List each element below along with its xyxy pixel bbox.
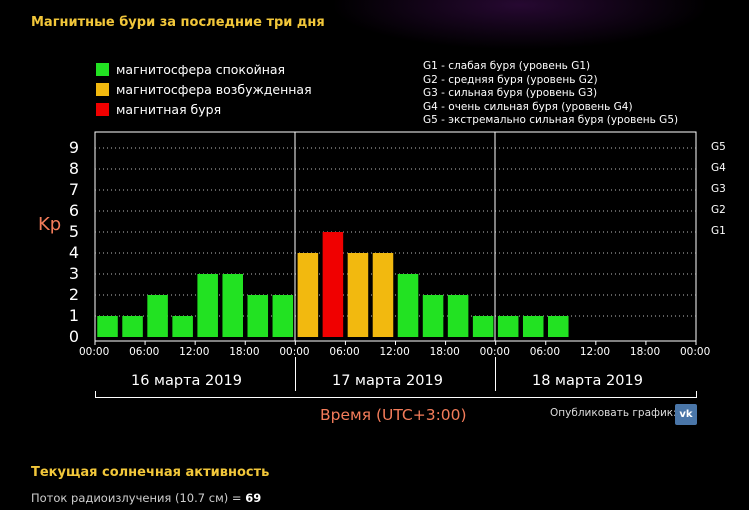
bar-10	[347, 253, 369, 337]
bar-17	[522, 316, 544, 337]
g-legend-g1: G1 - слабая буря (уровень G1)	[423, 60, 591, 72]
x-tick-11: 18:00	[629, 346, 661, 358]
y-tick-9: 9	[68, 138, 80, 157]
day-label-2: 17 марта 2019	[332, 373, 443, 389]
y-tick-0: 0	[68, 327, 80, 346]
g-tick-G5: G5	[711, 141, 726, 153]
page-title: Магнитные бури за последние три дня	[31, 15, 325, 30]
y-tick-6: 6	[68, 201, 80, 220]
legend-label-quiet: магнитосфера спокойная	[116, 62, 286, 77]
x-tick-7: 18:00	[429, 346, 460, 358]
y-tick-2: 2	[68, 285, 80, 304]
y-tick-4: 4	[68, 243, 80, 262]
bar-15	[472, 316, 494, 337]
legend-swatch-excited	[96, 83, 109, 96]
x-axis-label: Время (UTC+3:00)	[320, 406, 467, 424]
plot-frame	[94, 131, 697, 342]
x-tick-10: 12:00	[579, 346, 611, 358]
bar-5	[222, 274, 243, 337]
legend-label-excited: магнитосфера возбужденная	[116, 82, 312, 97]
x-tick-4: 00:00	[279, 346, 310, 358]
radio-flux-value: 69	[245, 491, 262, 505]
y-tick-7: 7	[68, 180, 80, 199]
g-legend-g4: G4 - очень сильная буря (уровень G4)	[423, 100, 633, 113]
g-legend-g2: G2 - средняя буря (уровень G2)	[423, 73, 598, 86]
y-tick-3: 3	[68, 264, 80, 283]
x-tick-6: 12:00	[379, 346, 410, 358]
x-tick-9: 06:00	[529, 346, 561, 358]
bar-13	[422, 295, 444, 337]
bar-7	[272, 295, 294, 337]
g-tick-G3: G3	[711, 183, 726, 195]
background-glow	[330, 0, 710, 50]
bar-18	[548, 316, 569, 337]
g-tick-G4: G4	[711, 162, 726, 174]
publish-label: Опубликовать график:	[550, 407, 677, 419]
legend-item-quiet: магнитосфера спокойная	[96, 62, 285, 77]
day-label-3: 18 марта 2019	[532, 373, 643, 389]
legend-label-storm: магнитная буря	[116, 102, 222, 117]
g-level-legend: G1 - слабая буря (уровень G1) G2 - средн…	[423, 60, 678, 128]
x-tick-2: 12:00	[179, 346, 210, 358]
bar-0	[97, 316, 118, 337]
bar-4	[197, 274, 218, 337]
x-tick-5: 06:00	[329, 346, 360, 358]
g-legend-g5: G5 - экстремально сильная буря (уровень …	[423, 114, 679, 126]
g-tick-G2: G2	[711, 204, 726, 216]
legend-item-storm: магнитная буря	[96, 102, 221, 117]
day-separator-2	[495, 357, 496, 391]
days-bracket	[95, 391, 697, 398]
legend-item-excited: магнитосфера возбужденная	[96, 82, 312, 97]
radio-flux-label: Поток радиоизлучения (10.7 см) =	[31, 491, 242, 505]
y-axis-label: Kp	[38, 214, 62, 235]
x-tick-8: 00:00	[479, 346, 510, 358]
x-tick-0: 00:00	[79, 346, 110, 358]
g-legend-g3: G3 - сильная буря (уровень G3)	[423, 87, 598, 99]
y-tick-1: 1	[68, 306, 80, 325]
bar-12	[397, 274, 419, 337]
g-tick-G1: G1	[711, 225, 726, 237]
bar-2	[147, 295, 168, 337]
y-tick-8: 8	[68, 159, 80, 178]
x-tick-12: 00:00	[680, 346, 711, 358]
bar-9	[322, 232, 344, 337]
bar-8	[297, 253, 319, 337]
x-tick-1: 06:00	[129, 346, 160, 358]
legend-swatch-storm	[96, 103, 109, 116]
y-tick-5: 5	[68, 222, 80, 241]
radio-flux: Поток радиоизлучения (10.7 см) = 69	[31, 491, 261, 505]
vk-share-button[interactable]: vk	[675, 404, 697, 425]
bar-1	[122, 316, 143, 337]
bar-11	[372, 253, 394, 337]
bar-16	[497, 316, 519, 337]
x-tick-3: 18:00	[229, 346, 260, 358]
bar-6	[247, 295, 269, 337]
legend-swatch-quiet	[96, 63, 109, 76]
day-separator-1	[295, 357, 296, 391]
day-label-1: 16 марта 2019	[131, 373, 242, 389]
bar-3	[172, 316, 193, 337]
bar-14	[447, 295, 469, 337]
solar-activity-title: Текущая солнечная активность	[31, 465, 270, 480]
